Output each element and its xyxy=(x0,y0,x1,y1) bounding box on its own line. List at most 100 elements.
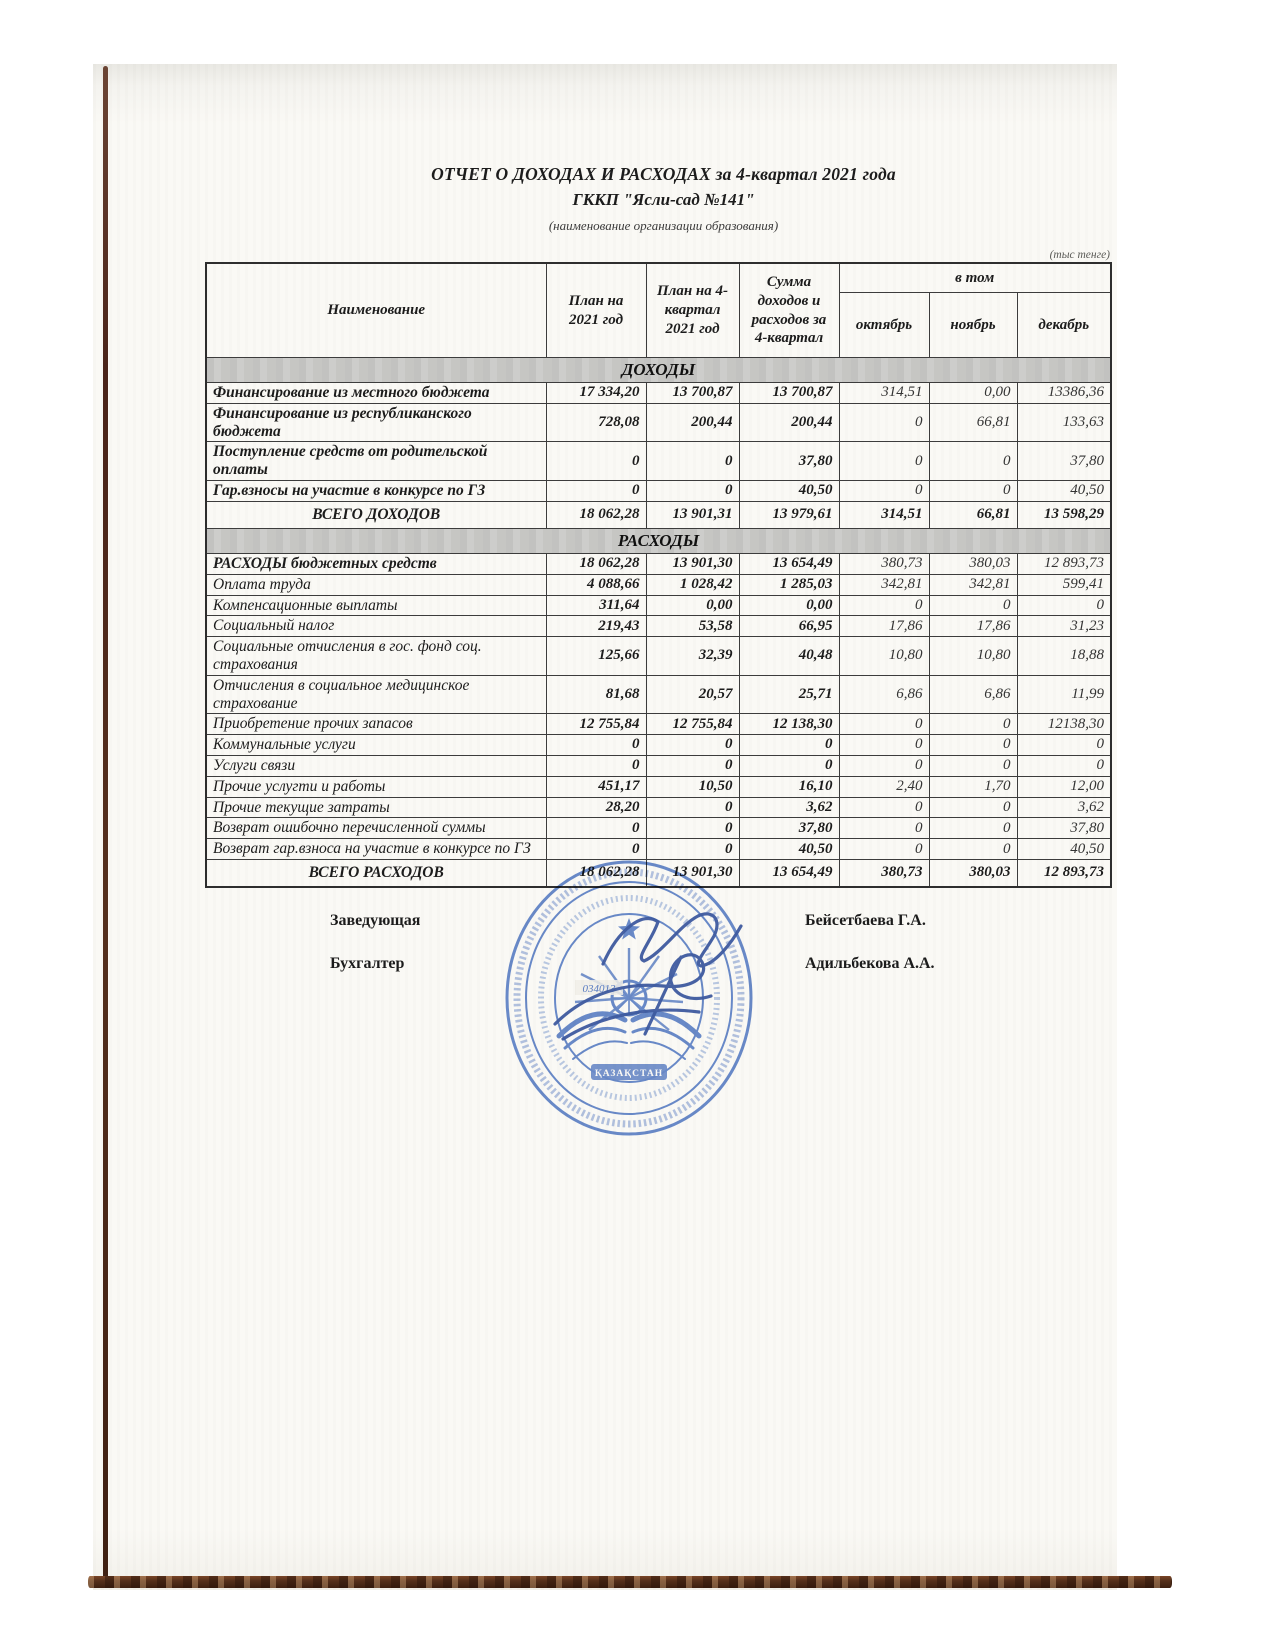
row-value: 0 xyxy=(838,441,930,482)
row-label: РАСХОДЫ бюджетных средств xyxy=(205,552,547,575)
row-value: 37,80 xyxy=(738,441,840,482)
row-label: Возврат ошибочно перечисленной суммы xyxy=(205,817,547,840)
row-value: 28,20 xyxy=(545,796,647,819)
table-row: Гар.взносы на участие в конкурсе по ГЗ 0 0… xyxy=(205,480,1112,502)
row-value: 0 xyxy=(928,594,1018,617)
official-stamp: ҚАЗАҚСТАН 034013 xyxy=(505,860,753,1136)
col-header-sum-q4: Сумма доходов и расходов за 4-квартал xyxy=(738,262,840,358)
row-value: 18,88 xyxy=(1016,636,1112,676)
row-value: 13 700,87 xyxy=(738,382,840,404)
row-value: 66,95 xyxy=(738,615,840,638)
row-label: Поступление средств от родительской опла… xyxy=(205,441,547,482)
row-value: 40,50 xyxy=(738,480,840,502)
row-value: 380,03 xyxy=(928,552,1018,575)
section-header-incomes: ДОХОДЫ xyxy=(205,357,1112,383)
row-label: Финансирование из местного бюджета xyxy=(205,382,547,404)
row-value: 0,00 xyxy=(738,594,840,617)
total-value: 13 598,29 xyxy=(1016,500,1112,529)
row-value: 0 xyxy=(545,755,647,777)
report-title: ОТЧЕТ О ДОХОДАХ И РАСХОДАХ за 4-квартал … xyxy=(431,164,896,184)
table-row: Оплата труда 4 088,66 1 028,42 1 285,03 342,… xyxy=(205,573,1112,596)
row-value: 0 xyxy=(838,817,930,840)
row-label: Социальный налог xyxy=(205,615,547,638)
row-label: Прочие услугти и работы xyxy=(205,775,547,798)
row-value: 17,86 xyxy=(928,615,1018,638)
row-label: Компенсационные выплаты xyxy=(205,594,547,617)
row-value: 17 334,20 xyxy=(545,382,647,404)
scan-bottom-edge-artifact xyxy=(88,1576,1172,1588)
row-value: 0 xyxy=(645,755,740,777)
total-value: 13 654,49 xyxy=(738,859,840,888)
signature-role: Заведующая xyxy=(330,912,421,930)
section-header-expenses: РАСХОДЫ xyxy=(205,527,1112,554)
row-value: 25,71 xyxy=(738,674,840,715)
emblem-banner xyxy=(591,1064,667,1080)
row-value: 0 xyxy=(545,441,647,482)
row-value: 200,44 xyxy=(645,402,740,443)
stamp-ring-text xyxy=(538,895,720,1101)
row-label: Услуги связи xyxy=(205,755,547,777)
table-header-row: Наименование План на 2021 год План на 4-… xyxy=(205,262,1112,358)
table-row: Компенсационные выплаты 311,64 0,00 0,00 0 0 0 xyxy=(205,594,1112,617)
row-value: 342,81 xyxy=(928,573,1018,596)
row-value: 0 xyxy=(928,441,1018,482)
col-header-name: Наименование xyxy=(205,262,547,358)
row-value: 4 088,66 xyxy=(545,573,647,596)
row-value: 13 654,49 xyxy=(738,552,840,575)
row-value: 32,39 xyxy=(645,636,740,676)
row-value: 12,00 xyxy=(1016,775,1112,798)
col-header-october: октябрь xyxy=(838,292,930,358)
row-value: 20,57 xyxy=(645,674,740,715)
row-value: 10,80 xyxy=(928,636,1018,676)
row-value: 13 901,30 xyxy=(645,552,740,575)
total-row-expenses: ВСЕГО РАСХОДОВ 18 062,28 13 901,30 13 654,4… xyxy=(205,859,1112,888)
row-value: 0 xyxy=(838,402,930,443)
row-value: 3,62 xyxy=(738,796,840,819)
col-header-plan-q4: План на 4-квартал 2021 год xyxy=(645,262,740,358)
row-value: 0 xyxy=(838,796,930,819)
row-value: 0 xyxy=(838,755,930,777)
signature-block: Заведующая Бейсетбаева Г.А. Бухгалтер Ад… xyxy=(93,912,1117,981)
col-header-plan-year: План на 2021 год xyxy=(545,262,647,358)
table-row: Прочие текущие затраты 28,20 0 3,62 0 0 3,62 xyxy=(205,796,1112,819)
row-value: 37,80 xyxy=(1016,817,1112,840)
table-row: РАСХОДЫ бюджетных средств 18 062,28 13 901… xyxy=(205,552,1112,575)
signature-row-accountant: Бухгалтер Адильбекова А.А. xyxy=(93,955,1117,981)
table-row: Коммунальные услуги 0 0 0 0 0 0 xyxy=(205,734,1112,756)
row-value: 0,00 xyxy=(645,594,740,617)
table-row: Услуги связи 0 0 0 0 0 0 xyxy=(205,755,1112,777)
row-value: 0 xyxy=(928,734,1018,756)
row-value: 0,00 xyxy=(928,382,1018,404)
row-value: 0 xyxy=(738,755,840,777)
row-value: 125,66 xyxy=(545,636,647,676)
row-label: Коммунальные услуги xyxy=(205,734,547,756)
row-label: Возврат гар.взноса на участие в конкурсе… xyxy=(205,838,547,861)
row-value: 0 xyxy=(838,594,930,617)
row-value: 0 xyxy=(645,480,740,502)
row-value: 53,58 xyxy=(645,615,740,638)
signature-ink xyxy=(553,912,743,1041)
row-value: 10,50 xyxy=(645,775,740,798)
row-value: 0 xyxy=(1016,755,1112,777)
organization-caption: (наименование организации образования) xyxy=(548,218,779,233)
row-value: 0 xyxy=(645,734,740,756)
row-value: 6,86 xyxy=(838,674,930,715)
section-title: ДОХОДЫ xyxy=(205,357,1112,383)
table-row: Возврат ошибочно перечисленной суммы 0 0 37… xyxy=(205,817,1112,840)
total-row-incomes: ВСЕГО ДОХОДОВ 18 062,28 13 901,31 13 979,61… xyxy=(205,500,1112,529)
row-label: Приобретение прочих запасов xyxy=(205,713,547,736)
row-value: 2,40 xyxy=(838,775,930,798)
row-value: 0 xyxy=(645,441,740,482)
row-value: 1 028,42 xyxy=(645,573,740,596)
row-value: 0 xyxy=(645,817,740,840)
row-value: 1,70 xyxy=(928,775,1018,798)
scan-left-edge-artifact xyxy=(103,66,108,1582)
row-value: 0 xyxy=(928,838,1018,861)
row-value: 0 xyxy=(928,817,1018,840)
table-header-months-row: октябрь ноябрь декабрь xyxy=(206,292,1112,358)
table-row: Возврат гар.взноса на участие в конкурсе… xyxy=(205,838,1112,861)
row-value: 0 xyxy=(838,713,930,736)
row-value: 16,10 xyxy=(738,775,840,798)
signature-role: Бухгалтер xyxy=(330,955,405,973)
row-value: 13 700,87 xyxy=(645,382,740,404)
